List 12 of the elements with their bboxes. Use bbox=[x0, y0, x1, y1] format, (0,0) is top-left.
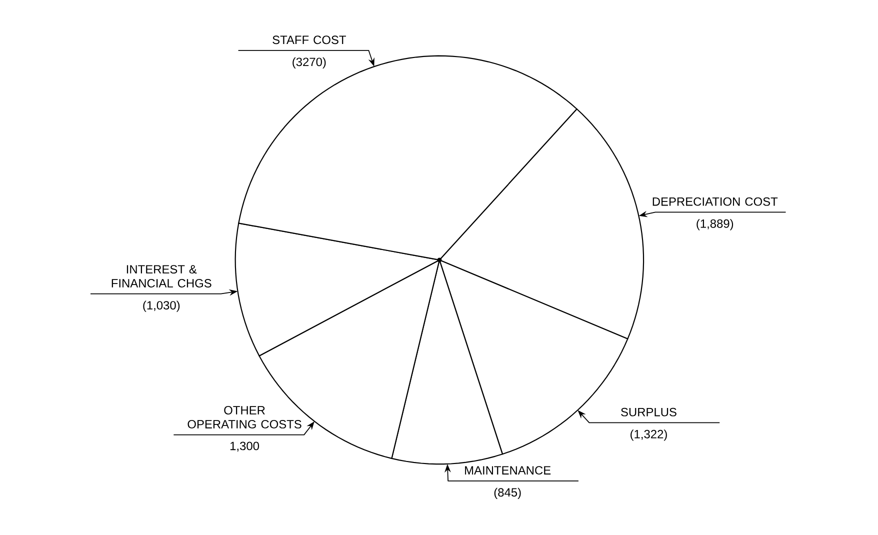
legend-label: MAINTENANCE bbox=[465, 466, 551, 475]
data-label: 1,300 bbox=[230, 442, 260, 452]
slice-label: STAFF COST bbox=[272, 36, 346, 44]
slice-label: SURPLUS bbox=[621, 408, 676, 416]
slice-label: DEPRECIATION COST bbox=[652, 197, 778, 206]
data-label: (3270) bbox=[292, 57, 326, 69]
data-label: (1,030) bbox=[143, 300, 180, 312]
slice-label: OTHER OPERATING COSTS bbox=[188, 406, 302, 428]
data-label: (845) bbox=[494, 488, 521, 499]
slice-label: INTEREST & FINANCIAL CHGS bbox=[112, 265, 212, 288]
data-label: (1,322) bbox=[630, 430, 667, 441]
data-label: (1,889) bbox=[696, 219, 734, 230]
